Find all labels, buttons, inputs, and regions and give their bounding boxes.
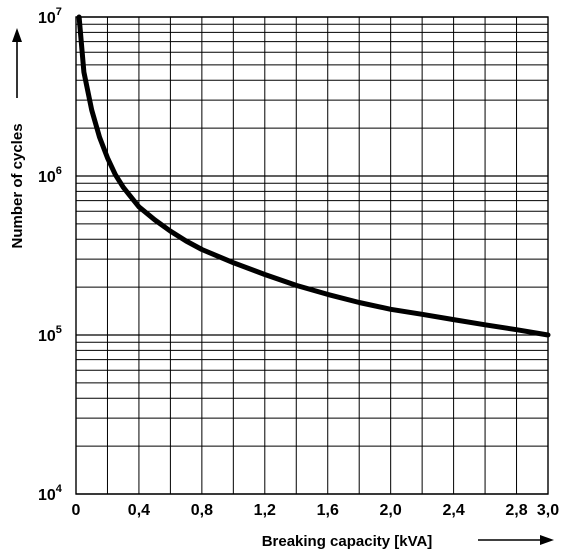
y-axis-title: Number of cycles (9, 123, 26, 248)
x-tick-label: 0 (72, 502, 81, 519)
plot-frame (75, 16, 549, 495)
x-tick-labels: 0 0,4 0,8 1,2 1,6 2,0 2,4 2,8 3,0 (72, 502, 560, 519)
x-tick-label: 2,8 (505, 502, 527, 519)
x-tick-label: 0,8 (191, 502, 213, 519)
x-tick-label: 3,0 (537, 502, 559, 519)
y-tick-label: 104 (38, 483, 63, 504)
y-tick-label: 105 (38, 324, 62, 345)
y-axis-arrow-icon (12, 28, 22, 98)
x-tick-label: 1,6 (317, 502, 339, 519)
x-tick-label: 2,0 (380, 502, 402, 519)
x-axis-title: Breaking capacity [kVA] (262, 533, 433, 550)
x-tick-label: 2,4 (442, 502, 464, 519)
x-tick-label: 0,4 (128, 502, 150, 519)
grid (75, 16, 549, 495)
y-tick-label: 107 (38, 6, 62, 27)
y-tick-labels: 104 105 106 107 (38, 6, 63, 504)
x-tick-label: 1,2 (254, 502, 276, 519)
y-tick-label: 106 (38, 165, 62, 186)
series-layer (76, 14, 551, 338)
x-axis-arrow-icon (478, 535, 554, 545)
series-line (76, 14, 551, 338)
